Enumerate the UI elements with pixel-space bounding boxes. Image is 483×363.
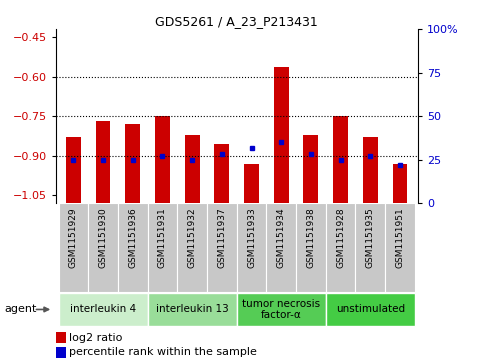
- Bar: [244, 164, 259, 203]
- Text: GSM1151933: GSM1151933: [247, 208, 256, 269]
- Text: tumor necrosis
factor-α: tumor necrosis factor-α: [242, 299, 320, 320]
- Bar: [303, 135, 318, 203]
- Text: log2 ratio: log2 ratio: [69, 333, 123, 343]
- Text: GSM1151951: GSM1151951: [396, 208, 404, 269]
- Bar: [363, 137, 378, 203]
- Text: GSM1151938: GSM1151938: [306, 208, 315, 269]
- Text: interleukin 13: interleukin 13: [156, 305, 228, 314]
- Text: GSM1151931: GSM1151931: [158, 208, 167, 269]
- Bar: [155, 116, 170, 203]
- Bar: [385, 203, 415, 292]
- Bar: [214, 144, 229, 203]
- Text: GSM1151937: GSM1151937: [217, 208, 227, 269]
- Bar: [118, 203, 148, 292]
- Bar: [185, 135, 199, 203]
- Bar: [355, 203, 385, 292]
- Bar: [148, 203, 177, 292]
- Bar: [125, 124, 140, 203]
- Text: interleukin 4: interleukin 4: [70, 305, 136, 314]
- Text: GSM1151928: GSM1151928: [336, 208, 345, 268]
- Bar: [177, 203, 207, 292]
- Bar: [207, 203, 237, 292]
- Bar: [66, 137, 81, 203]
- Bar: [88, 203, 118, 292]
- Bar: [326, 203, 355, 292]
- Bar: [148, 293, 237, 326]
- Bar: [333, 116, 348, 203]
- Text: GSM1151935: GSM1151935: [366, 208, 375, 269]
- Text: GSM1151929: GSM1151929: [69, 208, 78, 268]
- Text: GSM1151932: GSM1151932: [187, 208, 197, 268]
- Text: GSM1151936: GSM1151936: [128, 208, 137, 269]
- Bar: [58, 203, 88, 292]
- Bar: [274, 67, 289, 203]
- Text: agent: agent: [5, 305, 37, 314]
- Bar: [96, 122, 111, 203]
- Title: GDS5261 / A_23_P213431: GDS5261 / A_23_P213431: [156, 15, 318, 28]
- Bar: [237, 293, 326, 326]
- Bar: [58, 293, 148, 326]
- Bar: [296, 203, 326, 292]
- Text: GSM1151930: GSM1151930: [99, 208, 108, 269]
- Text: unstimulated: unstimulated: [336, 305, 405, 314]
- Text: GSM1151934: GSM1151934: [277, 208, 286, 268]
- Bar: [237, 203, 266, 292]
- Bar: [266, 203, 296, 292]
- Text: percentile rank within the sample: percentile rank within the sample: [69, 347, 257, 357]
- Bar: [326, 293, 415, 326]
- Bar: [393, 164, 407, 203]
